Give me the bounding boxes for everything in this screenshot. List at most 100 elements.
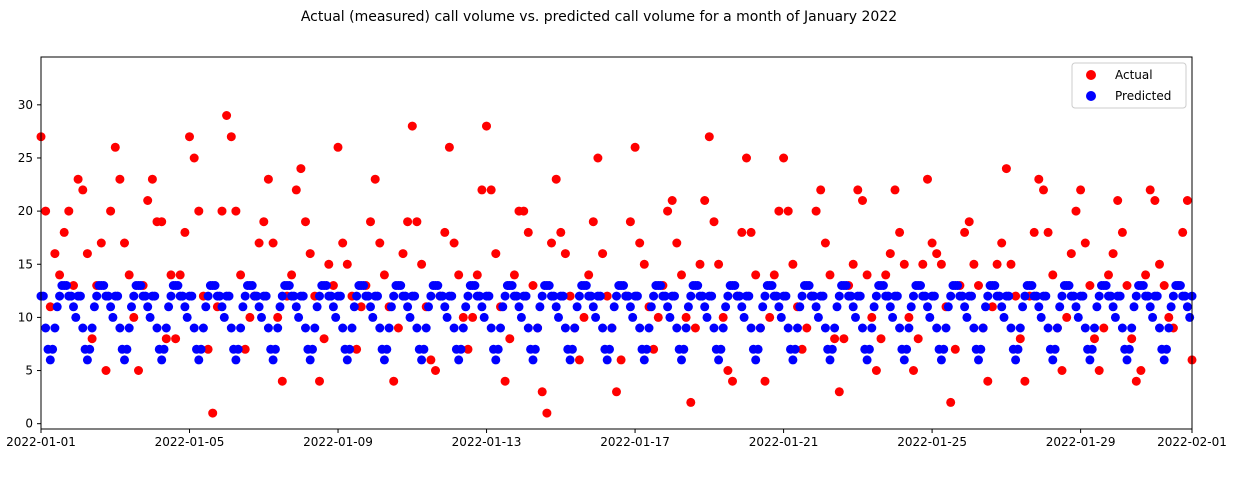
point-actual [547,238,556,248]
point-predicted [609,302,619,312]
point-predicted [127,302,136,312]
y-tick-label: 5 [25,364,33,378]
point-predicted [1048,355,1058,365]
point-actual [370,174,380,184]
point-actual [584,270,594,280]
point-actual [96,238,106,248]
point-actual [1155,259,1164,269]
point-actual [1141,270,1151,280]
point-actual [681,312,691,322]
point-predicted [932,323,942,333]
point-predicted [41,323,51,333]
point-actual [1066,249,1076,259]
point-predicted [1027,281,1037,290]
point-actual [1136,366,1146,375]
point-predicted [783,323,793,333]
y-tick-label: 10 [18,310,33,324]
point-predicted [463,291,473,301]
point-predicted [586,291,596,301]
point-predicted [858,323,867,333]
point-predicted [871,291,881,301]
point-actual [263,174,273,184]
point-predicted [1092,302,1102,312]
legend-marker-predicted [1086,91,1096,101]
point-predicted [203,291,213,301]
point-predicted [45,355,55,365]
point-predicted [345,344,355,354]
point-predicted [166,291,176,301]
y-tick-label: 0 [25,417,33,431]
point-actual [166,270,176,280]
y-tick-label: 25 [18,151,33,165]
point-predicted [846,291,856,301]
point-actual [1099,323,1109,333]
point-predicted [198,323,208,333]
point-predicted [774,302,784,312]
point-actual [1034,174,1044,184]
point-predicted [129,291,139,301]
point-predicted [686,291,696,301]
point-predicted [145,312,155,322]
point-actual [565,291,575,301]
point-predicted [493,344,503,354]
point-actual [904,312,914,322]
point-actual [983,376,993,386]
point-actual [449,238,459,248]
point-predicted [649,291,659,301]
point-actual [700,196,710,205]
point-actual [1011,291,1021,301]
point-predicted [254,302,264,312]
x-tick-label: 2022-01-13 [452,435,522,449]
point-predicted [113,291,123,301]
point-predicted [739,312,749,322]
point-predicted [438,291,447,301]
point-predicted [247,281,257,290]
point-predicted [730,281,740,290]
point-predicted [635,323,645,333]
point-actual [468,312,478,322]
point-predicted [419,344,429,354]
point-predicted [1131,291,1141,301]
point-predicted [159,344,169,354]
point-predicted [263,323,273,333]
point-actual [1029,227,1039,237]
point-actual [820,238,830,248]
point-actual [1076,185,1086,195]
point-predicted [925,312,935,322]
point-actual [412,217,422,227]
point-actual [690,323,700,333]
point-predicted [224,291,234,301]
point-actual [194,206,204,216]
y-axis: 0 5 10 15 20 25 30 [18,98,41,431]
point-actual [774,206,784,216]
point-predicted [426,291,436,301]
point-actual [992,259,1002,269]
point-predicted [1052,323,1062,333]
point-actual [1117,227,1127,237]
point-predicted [978,323,988,333]
point-predicted [999,312,1009,322]
point-predicted [396,281,406,290]
point-predicted [1020,291,1030,301]
point-predicted [941,323,951,333]
point-actual [444,142,454,152]
point-predicted [551,302,561,312]
point-actual [936,259,946,269]
point-predicted [820,323,830,333]
point-actual [222,111,232,120]
point-predicted [143,302,153,312]
point-predicted [672,323,682,333]
x-tick-label: 2022-01-25 [897,435,967,449]
point-actual [82,249,92,259]
point-actual [899,259,909,269]
point-predicted [440,302,450,312]
point-actual [1094,366,1104,375]
point-predicted [936,355,946,365]
point-predicted [929,291,939,301]
point-predicted [470,281,480,290]
point-actual [454,270,464,280]
point-predicted [1011,355,1021,365]
point-predicted [412,323,422,333]
point-actual [834,387,844,397]
point-actual [472,270,482,280]
